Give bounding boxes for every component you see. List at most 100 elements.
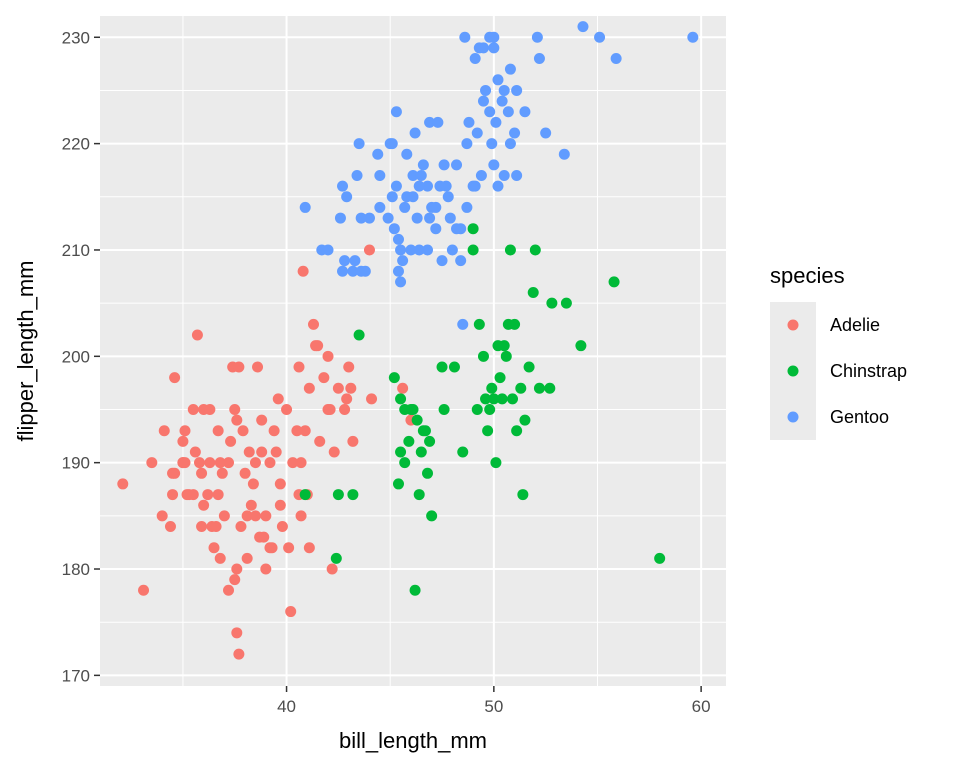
point-adelie — [231, 414, 243, 426]
point-gentoo — [347, 265, 359, 277]
point-gentoo — [498, 84, 510, 96]
point-gentoo — [488, 42, 500, 54]
point-adelie — [341, 393, 353, 405]
point-gentoo — [502, 106, 514, 118]
point-gentoo — [413, 244, 425, 256]
point-chinstrap — [494, 372, 506, 384]
point-gentoo — [459, 31, 471, 43]
point-adelie — [156, 510, 168, 522]
point-gentoo — [399, 201, 411, 213]
point-adelie — [196, 520, 208, 532]
x-tick-label: 50 — [484, 697, 503, 716]
point-chinstrap — [422, 467, 434, 479]
legend-swatch-chinstrap — [787, 365, 799, 377]
point-gentoo — [492, 180, 504, 192]
point-adelie — [332, 382, 344, 394]
point-adelie — [303, 542, 315, 554]
point-gentoo — [451, 159, 463, 171]
point-gentoo — [496, 95, 508, 107]
legend-swatch-adelie — [787, 319, 799, 331]
point-gentoo — [405, 244, 417, 256]
point-gentoo — [519, 106, 531, 118]
point-gentoo — [392, 265, 404, 277]
point-gentoo — [436, 255, 448, 267]
point-gentoo — [511, 84, 523, 96]
point-gentoo — [359, 265, 371, 277]
point-gentoo — [363, 212, 375, 224]
legend-label-adelie: Adelie — [830, 315, 880, 335]
point-gentoo — [471, 127, 483, 139]
point-adelie — [187, 403, 199, 415]
point-chinstrap — [467, 244, 479, 256]
y-tick-label: 180 — [62, 560, 90, 579]
point-adelie — [196, 467, 208, 479]
point-adelie — [233, 361, 245, 373]
point-chinstrap — [330, 552, 342, 564]
point-adelie — [310, 340, 322, 352]
point-chinstrap — [523, 361, 535, 373]
point-gentoo — [413, 180, 425, 192]
point-gentoo — [492, 74, 504, 86]
point-adelie — [285, 606, 297, 618]
point-adelie — [347, 435, 359, 447]
point-gentoo — [461, 138, 473, 150]
point-adelie — [204, 457, 216, 469]
point-gentoo — [382, 212, 394, 224]
point-adelie — [216, 467, 228, 479]
point-adelie — [363, 244, 375, 256]
point-adelie — [204, 403, 216, 415]
point-chinstrap — [467, 223, 479, 235]
point-adelie — [167, 467, 179, 479]
point-adelie — [241, 552, 253, 564]
point-gentoo — [386, 138, 398, 150]
x-tick-label: 60 — [692, 697, 711, 716]
point-chinstrap — [480, 393, 492, 405]
point-chinstrap — [438, 403, 450, 415]
point-chinstrap — [424, 435, 436, 447]
point-adelie — [322, 350, 334, 362]
point-chinstrap — [409, 584, 421, 596]
point-gentoo — [424, 212, 436, 224]
point-chinstrap — [436, 361, 448, 373]
point-chinstrap — [500, 350, 512, 362]
point-adelie — [218, 510, 230, 522]
point-adelie — [339, 403, 351, 415]
grid-major — [100, 16, 726, 686]
point-gentoo — [577, 21, 589, 33]
point-adelie — [299, 425, 311, 437]
point-adelie — [268, 425, 280, 437]
point-adelie — [189, 446, 201, 458]
point-gentoo — [498, 170, 510, 182]
point-chinstrap — [477, 350, 489, 362]
point-adelie — [324, 403, 336, 415]
point-gentoo — [446, 244, 458, 256]
panel-background — [100, 16, 726, 686]
point-gentoo — [477, 95, 489, 107]
point-chinstrap — [353, 329, 365, 341]
point-gentoo — [374, 170, 386, 182]
point-gentoo — [386, 191, 398, 203]
point-gentoo — [475, 170, 487, 182]
point-chinstrap — [560, 297, 572, 309]
point-adelie — [274, 499, 286, 511]
point-gentoo — [426, 201, 438, 213]
point-adelie — [138, 584, 150, 596]
point-gentoo — [417, 159, 429, 171]
point-adelie — [164, 520, 176, 532]
point-gentoo — [334, 212, 346, 224]
point-adelie — [158, 425, 170, 437]
point-adelie — [397, 382, 409, 394]
point-adelie — [249, 457, 261, 469]
point-adelie — [264, 457, 276, 469]
point-chinstrap — [426, 510, 438, 522]
point-chinstrap — [529, 244, 541, 256]
point-gentoo — [374, 201, 386, 213]
point-adelie — [191, 329, 203, 341]
point-chinstrap — [484, 403, 496, 415]
point-gentoo — [351, 170, 363, 182]
point-chinstrap — [496, 393, 508, 405]
point-adelie — [212, 489, 224, 501]
point-gentoo — [509, 127, 521, 139]
point-gentoo — [349, 255, 361, 267]
point-adelie — [229, 403, 241, 415]
